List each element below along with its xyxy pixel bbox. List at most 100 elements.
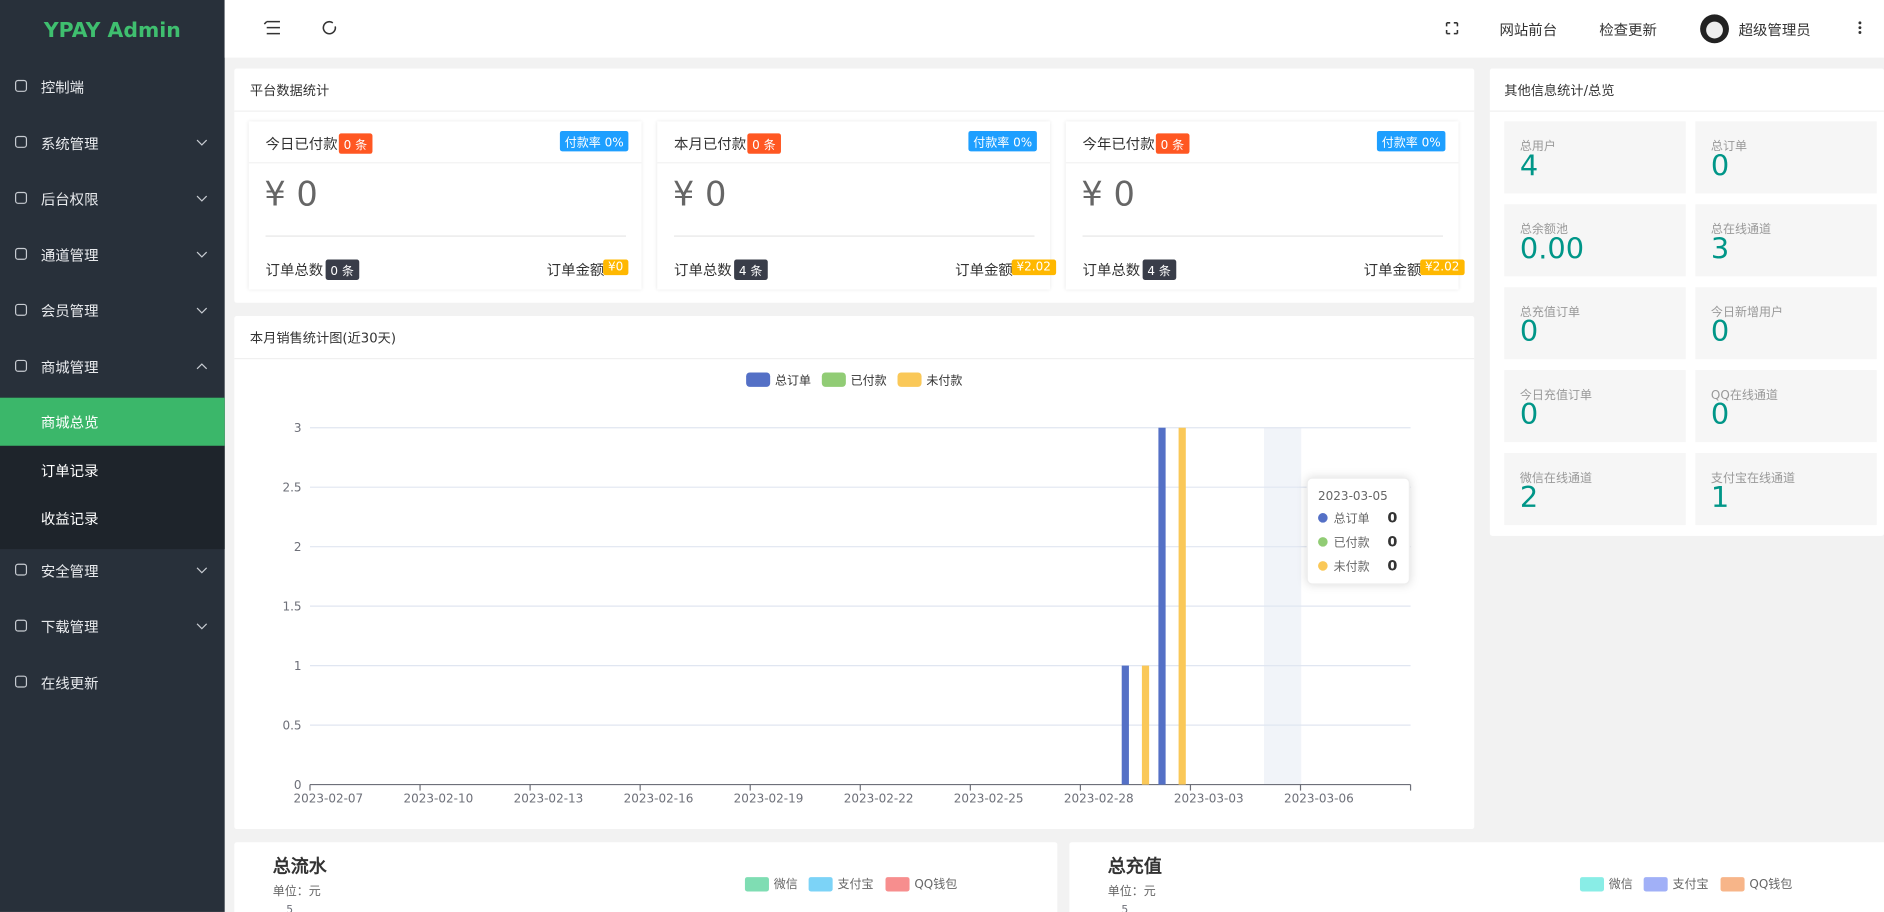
legend-swatch — [808, 877, 833, 892]
divider — [265, 235, 626, 237]
menu-icon — [15, 247, 28, 260]
stat-value: 2 — [1519, 480, 1539, 515]
x-tick-label: 2023-02-25 — [954, 792, 1024, 806]
menu-icon — [15, 619, 28, 632]
legend-label: QQ钱包 — [914, 876, 957, 891]
submenu-item[interactable]: 商城总览 — [40, 414, 99, 431]
stat-label: 总在线通道 — [1710, 223, 1772, 237]
divider — [248, 162, 642, 164]
divider — [234, 110, 1475, 112]
menu-arrow — [196, 363, 208, 370]
legend-label: 微信 — [1609, 877, 1633, 891]
tooltip-name: 未付款 — [1334, 560, 1370, 574]
badge: 付款率 0% — [1376, 130, 1446, 152]
stat-tile — [1695, 452, 1877, 526]
divider — [234, 358, 1475, 360]
legend-swatch — [744, 877, 769, 892]
y-tick-label: 5 — [286, 903, 293, 912]
header-icons — [263, 14, 1862, 44]
amount: ¥ 0 — [672, 174, 727, 214]
legend-label: 支付宝 — [1672, 877, 1708, 891]
menu-item[interactable]: 安全管理 — [40, 563, 99, 580]
stat-tile — [1504, 452, 1686, 526]
divider — [1489, 110, 1884, 112]
stat-label: 总充值订单 — [1519, 306, 1580, 320]
panel-title: 其他信息统计/总览 — [1504, 82, 1615, 99]
legend-swatch — [885, 877, 910, 892]
card-label: 订单总数 — [674, 261, 732, 279]
y-tick-label: 1.5 — [282, 599, 301, 613]
stat-label: 今日充值订单 — [1519, 389, 1592, 403]
stat-value: 0.00 — [1519, 231, 1585, 266]
menu-item[interactable]: 通道管理 — [40, 247, 99, 265]
stat-tile — [1504, 121, 1686, 194]
panel-title: 本月销售统计图(近30天) — [249, 330, 397, 347]
fullscreen[interactable] — [1445, 22, 1459, 35]
flow-panel — [234, 842, 1058, 912]
stat-value: 0 — [1710, 314, 1730, 349]
menu-item[interactable]: 后台权限 — [40, 191, 99, 209]
header-link[interactable]: 检查更新 — [1599, 21, 1657, 39]
legend-label: 微信 — [774, 877, 798, 891]
menu-icon — [15, 79, 28, 92]
badge: 0 条 — [325, 259, 359, 280]
stat-tile — [1504, 370, 1686, 443]
refresh[interactable] — [322, 20, 337, 35]
tooltip-dot — [1318, 513, 1328, 523]
legend-label: 已付款 — [851, 373, 887, 387]
chart-title: 总流水 — [273, 855, 328, 877]
brand: YPAY Admin — [43, 19, 181, 44]
menu-arrow — [196, 567, 208, 574]
legend-swatch — [1643, 877, 1668, 892]
menu-icon — [15, 563, 28, 576]
menu-item[interactable]: 系统管理 — [40, 135, 99, 153]
badge: 4 条 — [734, 259, 768, 280]
card-label: 今日已付款 — [265, 135, 338, 153]
more[interactable] — [1858, 21, 1862, 34]
avatar-face — [1706, 21, 1723, 39]
card-label: 订单金额 — [1363, 261, 1422, 279]
header — [224, 0, 1884, 58]
tooltip-name: 总订单 — [1334, 512, 1370, 526]
active-bg — [0, 397, 225, 446]
stat-label: 总余额池 — [1519, 223, 1568, 237]
chart-title: 总充值 — [1108, 855, 1162, 877]
x-tick-label: 2023-02-28 — [1064, 792, 1134, 806]
menu-item[interactable]: 在线更新 — [40, 674, 99, 692]
bar — [1121, 665, 1129, 785]
menu-arrow — [196, 251, 208, 258]
badge: 4 条 — [1142, 259, 1176, 280]
stat-tile — [1695, 204, 1877, 277]
recharge-panel — [1069, 842, 1884, 912]
badge: 0 条 — [747, 133, 781, 154]
unit-label: 单位：元 — [1108, 883, 1156, 898]
legend-swatch — [1579, 877, 1605, 892]
submenu-item[interactable]: 收益记录 — [40, 510, 99, 527]
bar — [1158, 427, 1166, 785]
menu-icon — [15, 191, 28, 204]
stat-value: 1 — [1710, 480, 1730, 515]
menu-item[interactable]: 商城管理 — [40, 359, 99, 377]
menu-item[interactable]: 会员管理 — [40, 303, 99, 321]
unit-label: 单位：元 — [273, 883, 321, 898]
divider — [1082, 235, 1444, 237]
submenu-item[interactable]: 订单记录 — [40, 462, 99, 479]
user-name[interactable]: 超级管理员 — [1738, 21, 1811, 39]
tooltip-name: 已付款 — [1334, 536, 1370, 550]
tooltip — [1306, 477, 1410, 585]
badge: 0 条 — [338, 133, 372, 154]
legend-swatch — [897, 372, 922, 387]
menu-item[interactable]: 控制端 — [40, 79, 85, 97]
header-link[interactable]: 网站前台 — [1499, 21, 1558, 39]
y-tick-label: 2 — [294, 540, 302, 554]
stat-tile — [1504, 204, 1686, 277]
menu-item[interactable]: 下载管理 — [40, 618, 99, 636]
menu-toggle[interactable] — [263, 20, 280, 35]
tooltip-value: 0 — [1387, 511, 1397, 527]
tooltip-value: 0 — [1387, 559, 1397, 575]
stat-label: 微信在线通道 — [1519, 472, 1592, 486]
divider — [1065, 162, 1459, 164]
stat-label: 支付宝在线通道 — [1710, 472, 1796, 486]
x-tick-label: 2023-02-19 — [734, 792, 804, 806]
